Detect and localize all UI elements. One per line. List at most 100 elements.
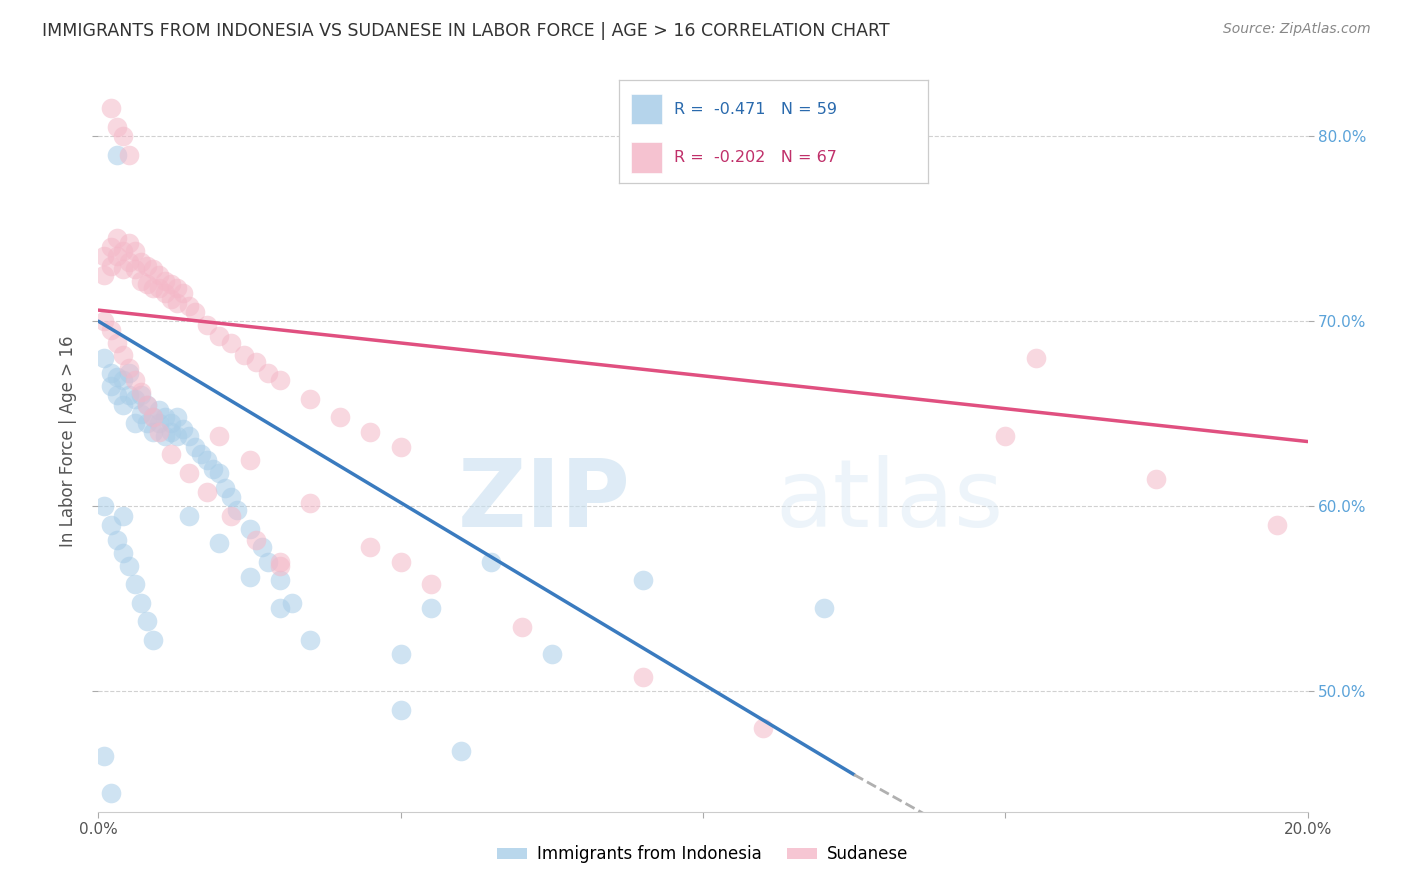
Point — [214, 481, 236, 495]
Point — [148, 403, 170, 417]
Point — [184, 305, 207, 319]
Legend: Immigrants from Indonesia, Sudanese: Immigrants from Indonesia, Sudanese — [491, 838, 915, 870]
Point — [105, 120, 128, 134]
Point — [195, 484, 218, 499]
Point — [111, 546, 134, 560]
Point — [111, 374, 134, 388]
Point — [221, 336, 243, 351]
Point — [118, 147, 141, 161]
Point — [269, 601, 291, 615]
Point — [245, 355, 267, 369]
Point — [420, 601, 443, 615]
Point — [135, 397, 157, 411]
Point — [142, 425, 165, 440]
Point — [245, 533, 267, 547]
Point — [360, 425, 382, 440]
Point — [256, 366, 278, 380]
Point — [179, 466, 201, 480]
Point — [105, 336, 128, 351]
Point — [129, 384, 152, 399]
Point — [142, 410, 165, 425]
Point — [111, 347, 134, 361]
Point — [105, 231, 128, 245]
Point — [100, 379, 122, 393]
Point — [208, 536, 231, 550]
Point — [135, 416, 157, 430]
Point — [142, 281, 165, 295]
Point — [100, 259, 122, 273]
Point — [752, 722, 775, 736]
Point — [118, 366, 141, 380]
Point — [124, 244, 146, 258]
Point — [179, 508, 201, 523]
Point — [172, 286, 194, 301]
Point — [129, 388, 152, 402]
Point — [226, 503, 249, 517]
Point — [129, 596, 152, 610]
Point — [450, 744, 472, 758]
Point — [172, 421, 194, 435]
Point — [111, 397, 134, 411]
Point — [239, 453, 262, 467]
Point — [142, 632, 165, 647]
Point — [135, 397, 157, 411]
Point — [105, 147, 128, 161]
Point — [129, 407, 152, 421]
Point — [142, 262, 165, 277]
Point — [631, 574, 654, 588]
Point — [148, 268, 170, 282]
Point — [166, 429, 188, 443]
Point — [148, 416, 170, 430]
Point — [100, 101, 122, 115]
Point — [631, 670, 654, 684]
Text: Source: ZipAtlas.com: Source: ZipAtlas.com — [1223, 22, 1371, 37]
Point — [179, 429, 201, 443]
Point — [124, 392, 146, 406]
Text: R =  -0.202   N = 67: R = -0.202 N = 67 — [675, 150, 837, 165]
Point — [153, 410, 176, 425]
Point — [389, 555, 412, 569]
Point — [1024, 351, 1046, 366]
Point — [299, 632, 322, 647]
Point — [100, 240, 122, 254]
Point — [813, 601, 835, 615]
Point — [195, 453, 218, 467]
Text: IMMIGRANTS FROM INDONESIA VS SUDANESE IN LABOR FORCE | AGE > 16 CORRELATION CHAR: IMMIGRANTS FROM INDONESIA VS SUDANESE IN… — [42, 22, 890, 40]
Point — [93, 314, 115, 328]
Point — [100, 366, 122, 380]
Point — [118, 255, 141, 269]
Point — [221, 508, 243, 523]
Point — [256, 555, 278, 569]
Point — [1144, 471, 1167, 485]
Point — [329, 410, 352, 425]
Text: R =  -0.471   N = 59: R = -0.471 N = 59 — [675, 102, 838, 117]
Point — [360, 540, 382, 554]
Point — [166, 410, 188, 425]
Point — [160, 416, 183, 430]
Point — [93, 250, 115, 264]
Point — [190, 448, 212, 462]
Point — [481, 555, 503, 569]
Point — [105, 388, 128, 402]
Point — [93, 268, 115, 282]
Point — [1267, 517, 1289, 532]
Point — [111, 508, 134, 523]
Point — [221, 490, 243, 504]
Point — [153, 286, 176, 301]
Point — [208, 429, 231, 443]
Point — [269, 555, 291, 569]
Point — [166, 295, 188, 310]
Point — [100, 517, 122, 532]
Text: ZIP: ZIP — [457, 455, 630, 547]
Point — [105, 250, 128, 264]
Point — [153, 273, 176, 287]
Point — [129, 273, 152, 287]
Point — [100, 786, 122, 800]
Point — [100, 324, 122, 338]
Point — [118, 388, 141, 402]
Point — [195, 318, 218, 332]
Point — [118, 360, 141, 375]
Point — [281, 596, 304, 610]
Point — [160, 425, 183, 440]
Point — [129, 255, 152, 269]
